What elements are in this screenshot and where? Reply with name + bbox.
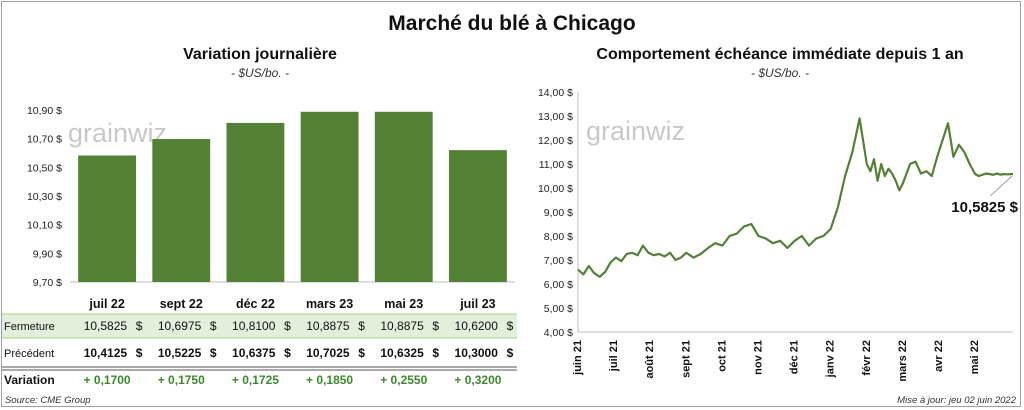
line-y-tick-label: 7,00 $: [544, 255, 573, 267]
table-cell-unit: $: [507, 346, 514, 360]
table-row-highlight: [2, 314, 517, 338]
last-value-label: 10,5825 $: [951, 199, 1018, 216]
table-cell-unit: $: [284, 346, 291, 360]
table-cell-unit: $: [210, 346, 217, 360]
table-cell-value: 10,4125: [84, 346, 128, 360]
table-cell-unit: $: [284, 319, 291, 333]
bar-category-label: mars 23: [306, 297, 353, 311]
bar-chart-unit: - $US/bo. -: [230, 66, 290, 80]
source-note: Source: CME Group: [5, 395, 91, 406]
table-cell-unit: $: [210, 319, 217, 333]
bar-chart-title: Variation journalière: [183, 46, 337, 63]
line-x-tick-label: janv 22: [825, 340, 837, 378]
table-cell-unit: $: [358, 346, 365, 360]
table-cell-value: 10,6975: [158, 319, 202, 333]
bar-category-label: sept 22: [160, 297, 203, 311]
table-cell-unit: $: [358, 319, 365, 333]
table-cell-value: 10,8100: [232, 319, 276, 333]
bar-y-tick-label: 9,90 $: [33, 248, 62, 260]
table-cell-value: 10,6375: [232, 346, 276, 360]
line-y-tick-label: 13,00 $: [538, 111, 573, 123]
line-x-tick-label: mars 22: [897, 340, 909, 382]
table-cell-value: + 0,1750: [158, 373, 205, 387]
price-line: [577, 117, 1014, 278]
table-cell-value: 10,8875: [380, 319, 424, 333]
line-x-tick-label: mai 22: [969, 340, 981, 374]
bar-y-tick-label: 9,70 $: [33, 277, 62, 289]
table-cell-value: 10,3000: [455, 346, 499, 360]
table-cell-value: 10,5225: [158, 346, 202, 360]
table-cell-unit: $: [432, 319, 439, 333]
line-y-tick-label: 9,00 $: [544, 207, 573, 219]
line-x-tick-label: oct 21: [716, 340, 728, 372]
line-x-tick-label: nov 21: [752, 340, 764, 375]
bar-y-tick-label: 10,50 $: [27, 162, 62, 174]
bar-y-tick-label: 10,90 $: [27, 105, 62, 117]
line-chart-unit: - $US/bo. -: [750, 66, 810, 80]
line-y-tick-label: 11,00 $: [539, 159, 573, 171]
table-cell-value: 10,8875: [306, 319, 350, 333]
bar: [300, 111, 359, 283]
line-x-tick-label: juin 21: [572, 340, 584, 376]
line-y-tick-label: 8,00 $: [544, 231, 573, 243]
table-cell-value: 10,7025: [306, 346, 350, 360]
table-cell-value: + 0,1850: [306, 373, 353, 387]
watermark-logo: grainwiz: [68, 118, 167, 148]
line-y-tick-label: 4,00 $: [544, 327, 573, 339]
watermark-logo: grainwiz: [586, 116, 685, 146]
last-value-leader: [989, 175, 1013, 197]
table-cell-value: + 0,1725: [232, 373, 279, 387]
bar: [152, 139, 211, 282]
line-x-tick-label: déc 21: [789, 340, 801, 374]
table-cell-unit: $: [507, 319, 514, 333]
table-cell-unit: $: [136, 319, 143, 333]
line-y-tick-label: 6,00 $: [544, 279, 573, 291]
bar-category-label: juil 23: [459, 297, 495, 311]
table-cell-value: 10,5825: [84, 319, 128, 333]
main-title: Marché du blé à Chicago: [388, 12, 636, 35]
table-row-label: Fermeture: [4, 321, 55, 333]
update-note: Mise à jour: jeu 02 juin 2022: [897, 395, 1016, 406]
line-x-tick-label: août 21: [644, 340, 656, 379]
table-cell-unit: $: [136, 346, 143, 360]
bar: [226, 122, 285, 283]
bar: [448, 150, 507, 282]
line-y-tick-label: 12,00 $: [538, 135, 573, 147]
line-x-tick-label: févr 22: [861, 340, 873, 375]
table-cell-unit: $: [432, 346, 439, 360]
bar-y-tick-label: 10,10 $: [27, 220, 62, 232]
table-cell-value: 10,6200: [455, 319, 499, 333]
line-x-tick-label: avr 22: [933, 340, 945, 372]
bar-y-tick-label: 10,30 $: [27, 191, 62, 203]
table-cell-value: + 0,2550: [380, 373, 427, 387]
table-cell-value: 10,6325: [380, 346, 424, 360]
bar-chart: grainwiz 9,70 $ 9,90 $ 10,10 $ 10,30 $ 10,50 …: [2, 105, 517, 387]
bar-category-label: mai 23: [384, 297, 423, 311]
table-row-label: Précédent: [4, 348, 54, 360]
line-y-tick-label: 10,00 $: [538, 183, 573, 195]
bar: [78, 155, 137, 282]
bar-y-tick-label: 10,70 $: [27, 134, 62, 146]
table-cell-value: + 0,1700: [84, 373, 131, 387]
line-x-tick-label: juil 21: [608, 340, 620, 372]
bar-category-label: déc 22: [236, 297, 275, 311]
bar-category-label: juil 22: [88, 297, 124, 311]
line-x-tick-label: sept 21: [680, 340, 692, 378]
line-y-tick-label: 14,00 $: [538, 87, 573, 99]
line-y-tick-label: 5,00 $: [544, 303, 573, 315]
table-cell-value: + 0,3200: [454, 373, 501, 387]
bar: [374, 111, 433, 283]
table-row-label: Variation: [4, 373, 55, 387]
line-chart-title: Comportement échéance immédiate depuis 1…: [596, 46, 964, 63]
